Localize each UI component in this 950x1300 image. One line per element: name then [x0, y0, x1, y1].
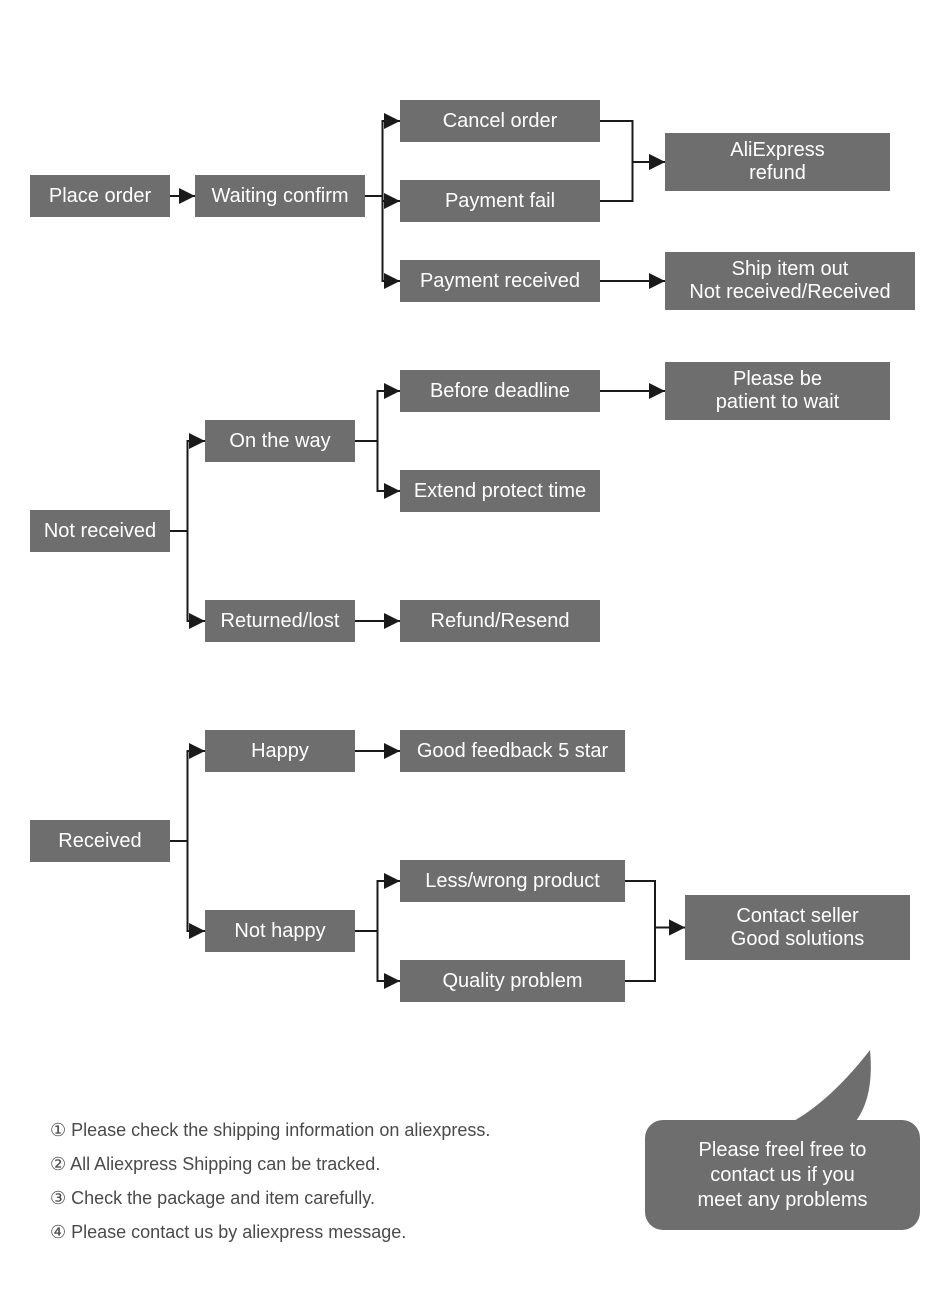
speech-bubble-tail	[0, 0, 950, 1300]
speech-bubble: Please freel free to contact us if you m…	[645, 1120, 920, 1230]
flowchart-canvas: Place orderWaiting confirmCancel orderPa…	[0, 0, 950, 1300]
